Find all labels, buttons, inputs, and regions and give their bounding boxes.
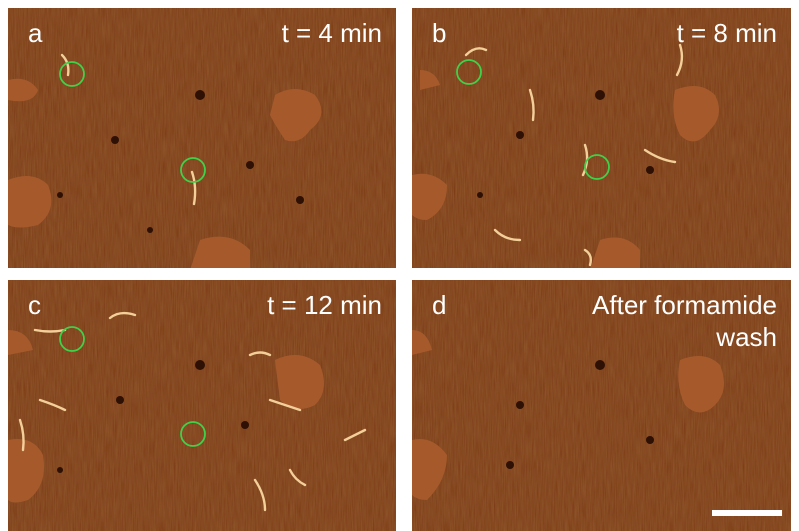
- panel-caption: After formamide: [592, 290, 777, 320]
- figure: a t = 4 min b t = 8 min c t = 12 min d After fo…: [0, 0, 799, 531]
- panel-label: a: [28, 18, 43, 48]
- panel-caption: wash: [715, 322, 777, 352]
- panel-label: b: [432, 18, 446, 48]
- panel-caption: t = 8 min: [677, 18, 777, 48]
- panel-caption: t = 4 min: [282, 18, 382, 48]
- panel-label: c: [28, 290, 41, 320]
- panel-caption: t = 12 min: [267, 290, 382, 320]
- scale-bar: [712, 510, 782, 516]
- panel-label: d: [432, 290, 446, 320]
